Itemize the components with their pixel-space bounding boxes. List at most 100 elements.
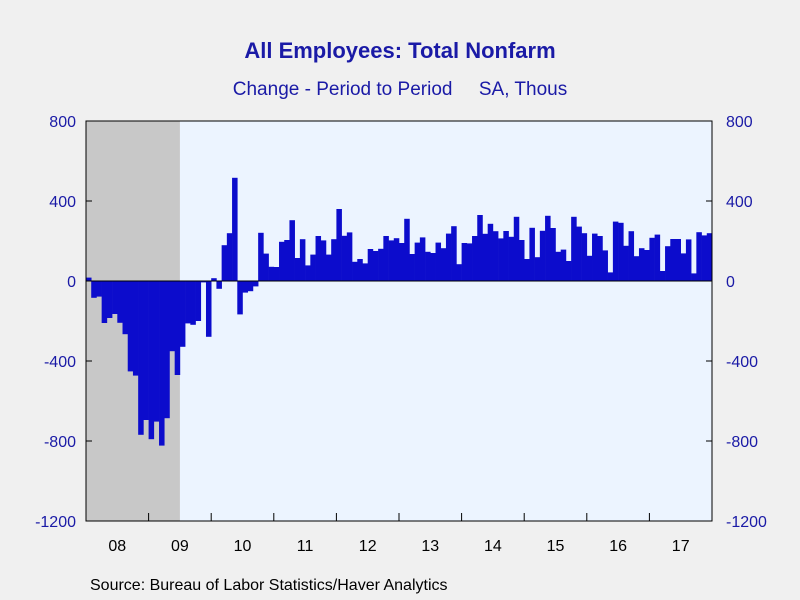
bar	[680, 253, 687, 281]
bar	[529, 227, 535, 281]
bar	[602, 250, 608, 281]
bar	[425, 251, 431, 281]
x-tick-label: 13	[421, 538, 439, 555]
bar	[258, 232, 264, 281]
bar	[138, 281, 144, 435]
bar	[659, 271, 666, 281]
bar	[242, 281, 249, 293]
bar	[169, 281, 175, 352]
bar	[200, 281, 207, 283]
bar	[106, 281, 113, 318]
bar	[284, 240, 290, 281]
bar	[190, 281, 196, 325]
bar	[91, 281, 97, 298]
bar	[409, 254, 415, 281]
chart-source: Source: Bureau of Labor Statistics/Haver…	[90, 577, 448, 594]
bar	[565, 261, 572, 281]
bar	[336, 209, 342, 281]
bar	[597, 236, 603, 281]
y-tick-label-right: -1200	[726, 514, 767, 531]
bar	[341, 235, 348, 281]
bar	[247, 281, 254, 292]
bar	[472, 236, 478, 281]
bar	[221, 245, 228, 281]
chart-subtitle: Change - Period to Period SA, Thous	[0, 79, 800, 101]
bar	[545, 215, 551, 281]
x-tick-label: 17	[672, 538, 690, 555]
y-tick-label-left: -400	[44, 354, 76, 371]
bar	[305, 265, 311, 281]
bar	[237, 281, 243, 315]
bar	[399, 243, 405, 281]
y-tick-label-left: 400	[49, 194, 76, 211]
bar	[325, 254, 332, 281]
bar	[117, 281, 123, 323]
y-tick-label-right: -400	[726, 354, 758, 371]
subtitle-measure: Change - Period to Period	[232, 79, 453, 100]
bar	[367, 249, 374, 281]
bar	[701, 235, 708, 281]
bar	[539, 230, 546, 281]
bar	[534, 257, 541, 281]
bar	[638, 248, 645, 281]
bar	[691, 273, 697, 281]
bar	[586, 255, 593, 281]
bar	[101, 281, 108, 323]
bar	[670, 239, 676, 281]
y-tick-label-right: 0	[726, 274, 735, 291]
bar	[153, 281, 160, 422]
bar	[96, 281, 102, 297]
bar	[456, 264, 462, 281]
bar	[273, 267, 280, 281]
y-tick-label-right: 400	[726, 194, 753, 211]
bar	[555, 251, 562, 281]
bar	[279, 241, 285, 281]
bar	[357, 259, 363, 281]
bar	[315, 236, 322, 281]
bar	[503, 231, 509, 281]
bar	[383, 236, 389, 281]
bar	[378, 248, 384, 281]
bar	[205, 281, 212, 337]
bar	[164, 281, 170, 419]
bar	[487, 223, 494, 281]
bar	[675, 239, 681, 281]
bar	[461, 243, 468, 281]
bar	[388, 240, 395, 281]
bar	[440, 248, 447, 281]
x-tick-label: 11	[297, 538, 314, 555]
bar	[414, 242, 421, 281]
bar	[86, 277, 92, 281]
bar	[122, 281, 129, 335]
bar	[482, 233, 488, 281]
bar	[696, 232, 702, 281]
bar	[185, 281, 191, 324]
bar	[445, 233, 452, 281]
bar	[132, 281, 139, 376]
bar	[466, 243, 473, 281]
bar	[560, 249, 567, 281]
x-tick-label: 16	[609, 538, 627, 555]
bar	[498, 238, 504, 281]
x-tick-label: 12	[359, 538, 377, 555]
y-tick-label-right: 800	[726, 114, 753, 131]
bar	[665, 246, 671, 281]
bar	[628, 231, 635, 281]
bar	[513, 216, 520, 281]
y-tick-label-right: -800	[726, 434, 758, 451]
bar	[685, 239, 692, 281]
bar	[633, 256, 640, 281]
x-tick-label: 15	[547, 538, 565, 555]
x-tick-label: 14	[484, 538, 502, 555]
bar	[346, 232, 353, 281]
bar	[195, 281, 202, 321]
bar	[644, 250, 650, 281]
bar	[623, 245, 629, 281]
bar	[174, 281, 181, 375]
bar	[294, 258, 301, 281]
bar	[232, 177, 238, 281]
bar	[435, 242, 442, 281]
bar	[362, 263, 368, 281]
bar	[331, 239, 337, 281]
bar	[127, 281, 134, 372]
